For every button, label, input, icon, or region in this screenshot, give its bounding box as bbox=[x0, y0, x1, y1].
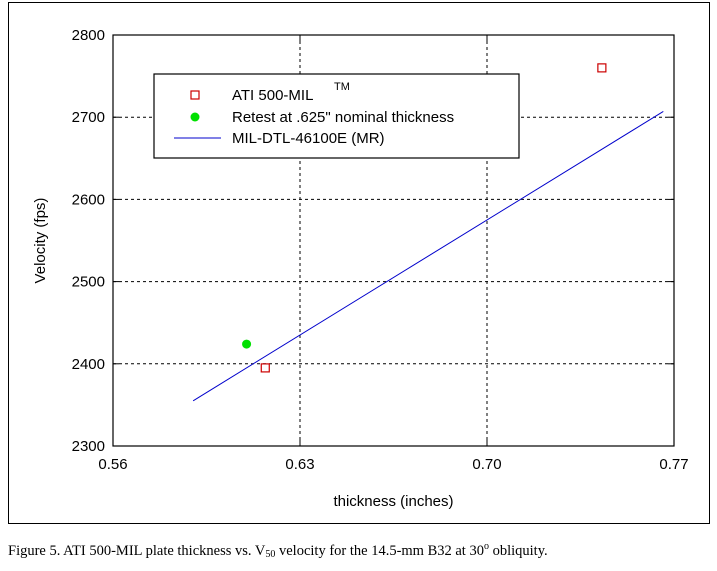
y-tick-label: 2700 bbox=[72, 109, 105, 126]
plot-area-border bbox=[112, 34, 675, 447]
legend-label-ati-500-mil: ATI 500-MIL bbox=[232, 87, 313, 104]
caption-prefix: Figure 5. ATI 500-MIL plate thickness vs… bbox=[8, 543, 266, 559]
caption-subscript: 50 bbox=[265, 549, 276, 560]
figure-frame: 0.56 0.63 0.70 0.77 2300 2400 2500 2600 2700 2800… bbox=[8, 2, 710, 524]
legend-marker-ati-500-mil bbox=[190, 90, 200, 100]
caption-middle: velocity for the 14.5-mm B32 at 30 bbox=[275, 543, 484, 559]
data-point-ati-500-mil bbox=[597, 63, 607, 73]
y-tick-label: 2300 bbox=[72, 438, 105, 455]
legend-label-retest: Retest at .625" nominal thickness bbox=[232, 109, 454, 126]
data-point-ati-500-mil bbox=[260, 363, 270, 373]
legend-label-superscript: TM bbox=[334, 81, 350, 93]
chart: 0.56 0.63 0.70 0.77 2300 2400 2500 2600 2700 2800… bbox=[32, 27, 689, 510]
y-tick-label: 2500 bbox=[72, 274, 105, 291]
caption-suffix: obliquity. bbox=[488, 543, 548, 559]
y-tick-label: 2600 bbox=[72, 191, 105, 208]
legend-label-mil-dtl: MIL-DTL-46100E (MR) bbox=[232, 130, 385, 147]
legend-marker-retest bbox=[190, 112, 200, 122]
x-tick-label: 0.70 bbox=[472, 456, 501, 473]
x-axis-label: thickness (inches) bbox=[333, 493, 453, 510]
x-tick-label: 0.63 bbox=[285, 456, 314, 473]
x-tick-label: 0.77 bbox=[659, 456, 688, 473]
y-axis-label: Velocity (fps) bbox=[32, 198, 49, 284]
legend-box bbox=[153, 73, 520, 159]
series-line-mil-dtl bbox=[192, 111, 664, 402]
x-tick-label: 0.56 bbox=[98, 456, 127, 473]
caption-superscript: o bbox=[483, 541, 489, 552]
figure-caption: Figure 5. ATI 500-MIL plate thickness vs… bbox=[8, 541, 548, 560]
y-tick-label: 2800 bbox=[72, 27, 105, 44]
data-point-retest bbox=[242, 339, 252, 349]
y-tick-label: 2400 bbox=[72, 356, 105, 373]
